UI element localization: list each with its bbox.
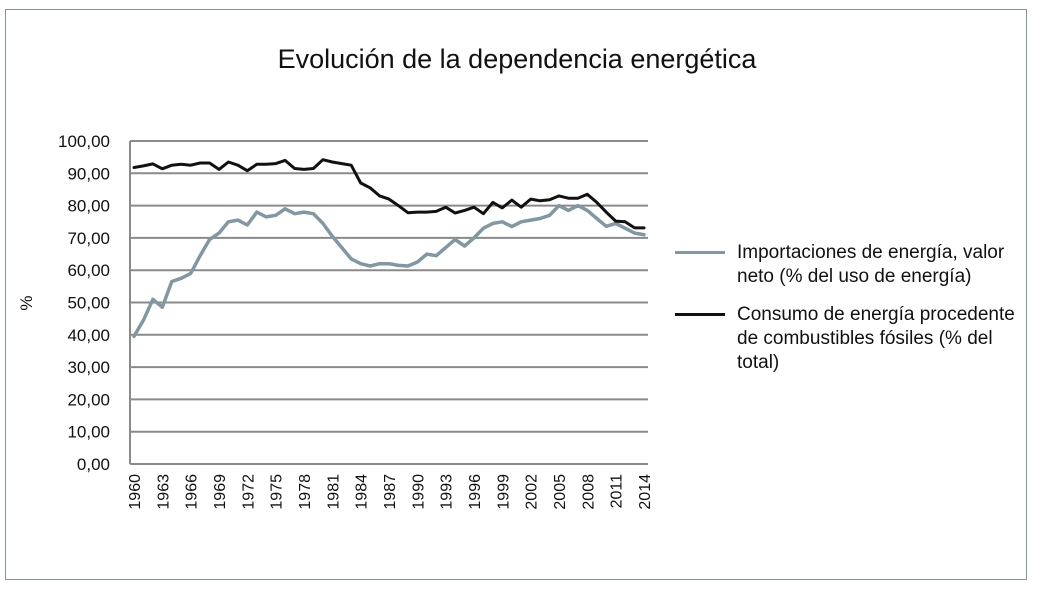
y-tick-label: 50,00 [67, 294, 110, 313]
legend-label-fossil: Consumo de energía procedente de combust… [737, 304, 1015, 373]
x-tick-label: 1978 [297, 474, 314, 510]
y-axis-ticks: 0,00 10,00 20,00 30,00 40,00 50,00 60,00 70,00 8… [58, 132, 110, 474]
x-tick-label: 2011 [609, 474, 626, 509]
x-tick-label: 2014 [637, 474, 654, 510]
x-tick-label: 1975 [269, 474, 286, 510]
y-axis-label: % [17, 295, 36, 310]
series-lines [132, 158, 646, 339]
y-tick-label: 10,00 [67, 423, 110, 442]
x-tick-label: 1984 [354, 474, 371, 510]
y-tick-label: 90,00 [67, 164, 110, 183]
x-tick-label: 1999 [495, 474, 512, 510]
x-tick-label: 1966 [184, 474, 201, 510]
x-tick-label: 2005 [552, 474, 569, 510]
gridlines [129, 140, 648, 465]
y-tick-label: 80,00 [67, 197, 110, 216]
x-tick-label: 2008 [580, 474, 597, 510]
legend-item-fossil: Consumo de energía procedente de combust… [675, 303, 1015, 375]
x-tick-label: 1960 [127, 474, 144, 510]
x-axis-ticks: 1960 1963 1966 1969 1972 1975 1978 1981 1984 1987… [127, 474, 654, 510]
x-tick-label: 1981 [325, 474, 342, 510]
y-tick-label: 0,00 [77, 455, 110, 474]
x-tick-label: 1996 [467, 474, 484, 510]
y-tick-label: 40,00 [67, 326, 110, 345]
y-tick-label: 20,00 [67, 390, 110, 409]
chart-title: Evolución de la dependencia energética [277, 44, 757, 74]
legend-label-imports: Importaciones de energía, valor neto (% … [737, 242, 1005, 287]
x-tick-label: 1969 [212, 474, 229, 510]
chart-frame [5, 9, 1027, 580]
legend-swatch-imports [675, 251, 725, 254]
y-tick-label: 100,00 [58, 132, 110, 151]
y-tick-label: 30,00 [67, 358, 110, 377]
y-tick-label: 60,00 [67, 261, 110, 280]
x-tick-label: 1990 [410, 474, 427, 510]
legend-item-imports: Importaciones de energía, valor neto (% … [675, 241, 1015, 289]
y-tick-label: 70,00 [67, 229, 110, 248]
legend: Importaciones de energía, valor neto (% … [675, 241, 1015, 389]
series-line-fossil [132, 158, 646, 230]
series-line-imports [132, 203, 646, 339]
x-tick-label: 1963 [155, 474, 172, 510]
x-tick-label: 1993 [439, 474, 456, 510]
x-tick-label: 1972 [240, 474, 257, 510]
x-tick-label: 2002 [524, 474, 541, 510]
legend-swatch-fossil [675, 313, 725, 316]
x-tick-label: 1987 [382, 474, 399, 510]
